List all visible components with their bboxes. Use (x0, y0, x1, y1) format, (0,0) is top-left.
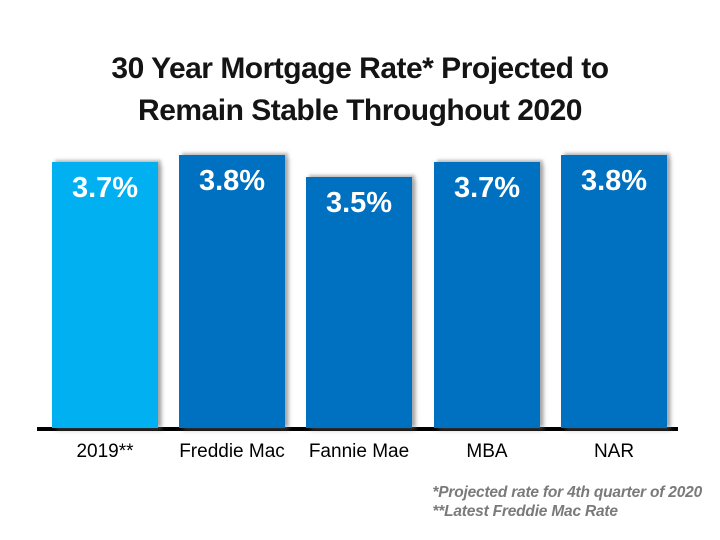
bar-value-label-2019: 3.7% (71, 172, 139, 204)
footnotes: *Projected rate for 4th quarter of 2020 … (432, 483, 702, 521)
bar-value-label-mba: 3.7% (453, 172, 521, 204)
bar-2019: 3.7% (52, 162, 158, 428)
bar-mba: 3.7% (434, 162, 540, 428)
bar-value-label-fannie-mae: 3.5% (325, 187, 393, 219)
category-label-fannie-mae: Fannie Mae (308, 441, 410, 462)
chart-title-line-2: Remain Stable Throughout 2020 (138, 94, 582, 128)
chart-title-line-1: 30 Year Mortgage Rate* Projected to (111, 52, 609, 86)
bar-value-label-nar: 3.8% (580, 165, 648, 197)
bar-nar: 3.8% (561, 155, 667, 428)
bar-fannie-mae: 3.5% (306, 177, 412, 428)
category-label-mba: MBA (466, 441, 508, 462)
x-axis-line (37, 427, 678, 431)
bar-value-label-freddie-mac: 3.8% (198, 165, 266, 197)
footnote-line-1: *Projected rate for 4th quarter of 2020 (432, 484, 702, 501)
footnote-line-2: **Latest Freddie Mac Rate (432, 503, 618, 520)
category-label-nar: NAR (593, 441, 635, 462)
category-label-2019: 2019** (76, 441, 134, 462)
chart-title: 30 Year Mortgage Rate* Projected to Rema… (0, 48, 720, 132)
category-label-freddie-mac: Freddie Mac (179, 441, 285, 462)
bar-freddie-mac: 3.8% (179, 155, 285, 428)
